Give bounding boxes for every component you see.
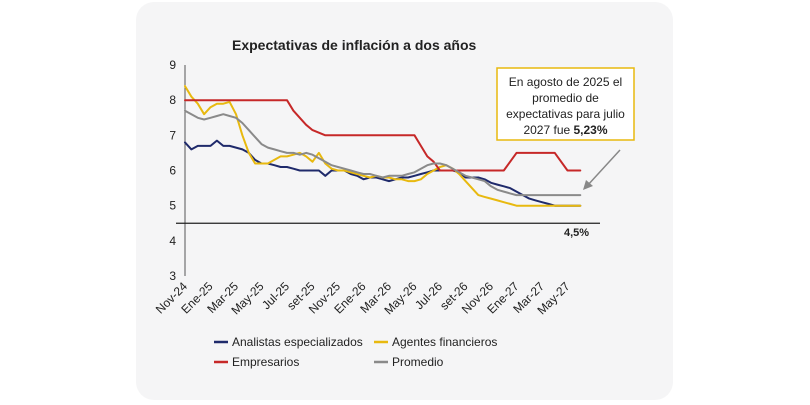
- annotation-callout: En agosto de 2025 el promedio de expecta…: [496, 67, 635, 190]
- y-tick-label: 5: [169, 199, 176, 213]
- y-tick-label: 6: [169, 164, 176, 178]
- annotation-line-2: promedio de: [532, 91, 599, 105]
- y-tick-label: 7: [169, 128, 176, 142]
- chart-title: Expectativas de inflación a dos años: [232, 37, 477, 53]
- annotation-prefix: 2027 fue: [523, 123, 573, 137]
- y-tick-label: 4: [169, 234, 176, 248]
- y-tick-label: 3: [169, 269, 176, 283]
- legend-label: Promedio: [392, 355, 444, 369]
- annotation-box: [496, 67, 635, 141]
- reference-line-label: 4,5%: [564, 227, 589, 239]
- annotation-line-3: expectativas para julio: [506, 107, 625, 121]
- annotation-highlight: 5,23%: [574, 123, 608, 137]
- series-line-promedio: [184, 109, 582, 197]
- legend-label: Agentes financieros: [392, 335, 497, 349]
- y-tick-label: 9: [169, 58, 176, 72]
- legend: Analistas especializados Agentes financie…: [214, 335, 497, 369]
- annotation-arrow-head: [583, 180, 593, 190]
- series-line-empresarios: [184, 99, 582, 172]
- annotation-arrow-line: [586, 149, 621, 187]
- legend-label: Empresarios: [232, 355, 299, 369]
- annotation-line-1: En agosto de 2025 el: [509, 75, 622, 89]
- legend-label: Analistas especializados: [232, 335, 363, 349]
- y-tick-label: 8: [169, 93, 176, 107]
- annotation-line-4: 2027 fue 5,23%: [523, 123, 607, 137]
